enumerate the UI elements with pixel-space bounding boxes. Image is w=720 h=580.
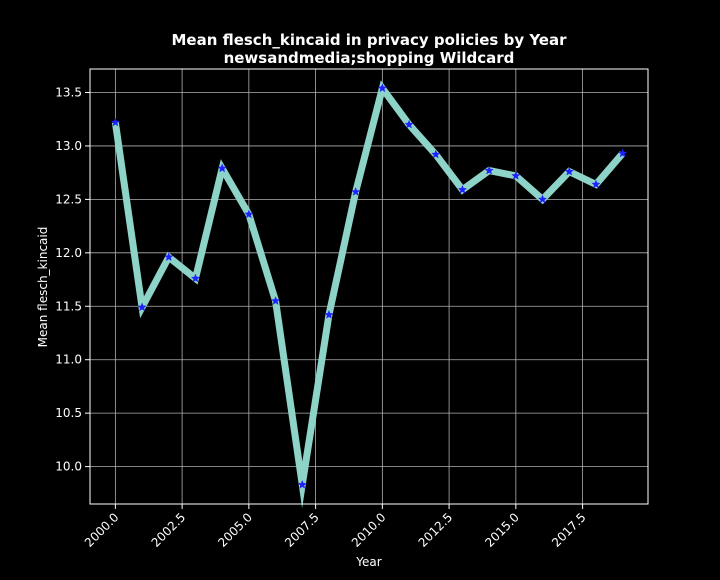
plot-area-frame xyxy=(89,68,649,505)
y-tick-label: 12.0 xyxy=(55,246,82,260)
series-layer xyxy=(111,80,626,509)
series-line xyxy=(111,80,626,509)
y-tick-label: 13.0 xyxy=(55,139,82,153)
data-point-marker xyxy=(297,479,307,489)
marker-layer xyxy=(110,83,628,489)
x-axis-label: Year xyxy=(355,555,381,569)
y-tick-label: 12.5 xyxy=(55,192,82,206)
y-tick-label: 11.0 xyxy=(55,353,82,367)
y-axis-label: Mean flesch_kincaid xyxy=(36,227,50,348)
data-point-marker xyxy=(350,187,361,196)
data-point-marker xyxy=(190,273,201,283)
chart-title: Mean flesch_kincaid in privacy policies … xyxy=(171,31,567,49)
y-tick-label: 10.0 xyxy=(55,460,82,474)
data-point-marker xyxy=(617,148,628,158)
data-point-marker xyxy=(591,179,601,189)
y-axis-ticks: 10.0 10.5 11.0 11.5 12.0 12.5 13.0 13.5 xyxy=(55,86,90,474)
data-point-marker xyxy=(511,170,521,180)
data-point-marker xyxy=(244,209,254,219)
chart-subtitle: newsandmedia;shopping Wildcard xyxy=(224,49,515,67)
data-point-marker xyxy=(457,184,468,194)
data-point-marker xyxy=(404,119,414,129)
data-point-marker xyxy=(164,252,174,262)
data-point-marker xyxy=(537,194,548,204)
data-point-marker xyxy=(431,149,441,159)
y-tick-label: 10.5 xyxy=(55,406,82,420)
grid xyxy=(90,69,648,504)
data-point-marker xyxy=(564,166,574,176)
data-point-marker xyxy=(217,163,227,173)
y-tick-label: 11.5 xyxy=(55,299,82,313)
data-point-marker xyxy=(270,296,281,305)
data-point-marker xyxy=(110,117,121,127)
data-point-marker xyxy=(137,302,147,312)
y-tick-label: 13.5 xyxy=(55,86,82,100)
data-point-marker xyxy=(324,309,334,319)
data-point-marker xyxy=(377,83,388,93)
data-point-marker xyxy=(484,165,494,175)
